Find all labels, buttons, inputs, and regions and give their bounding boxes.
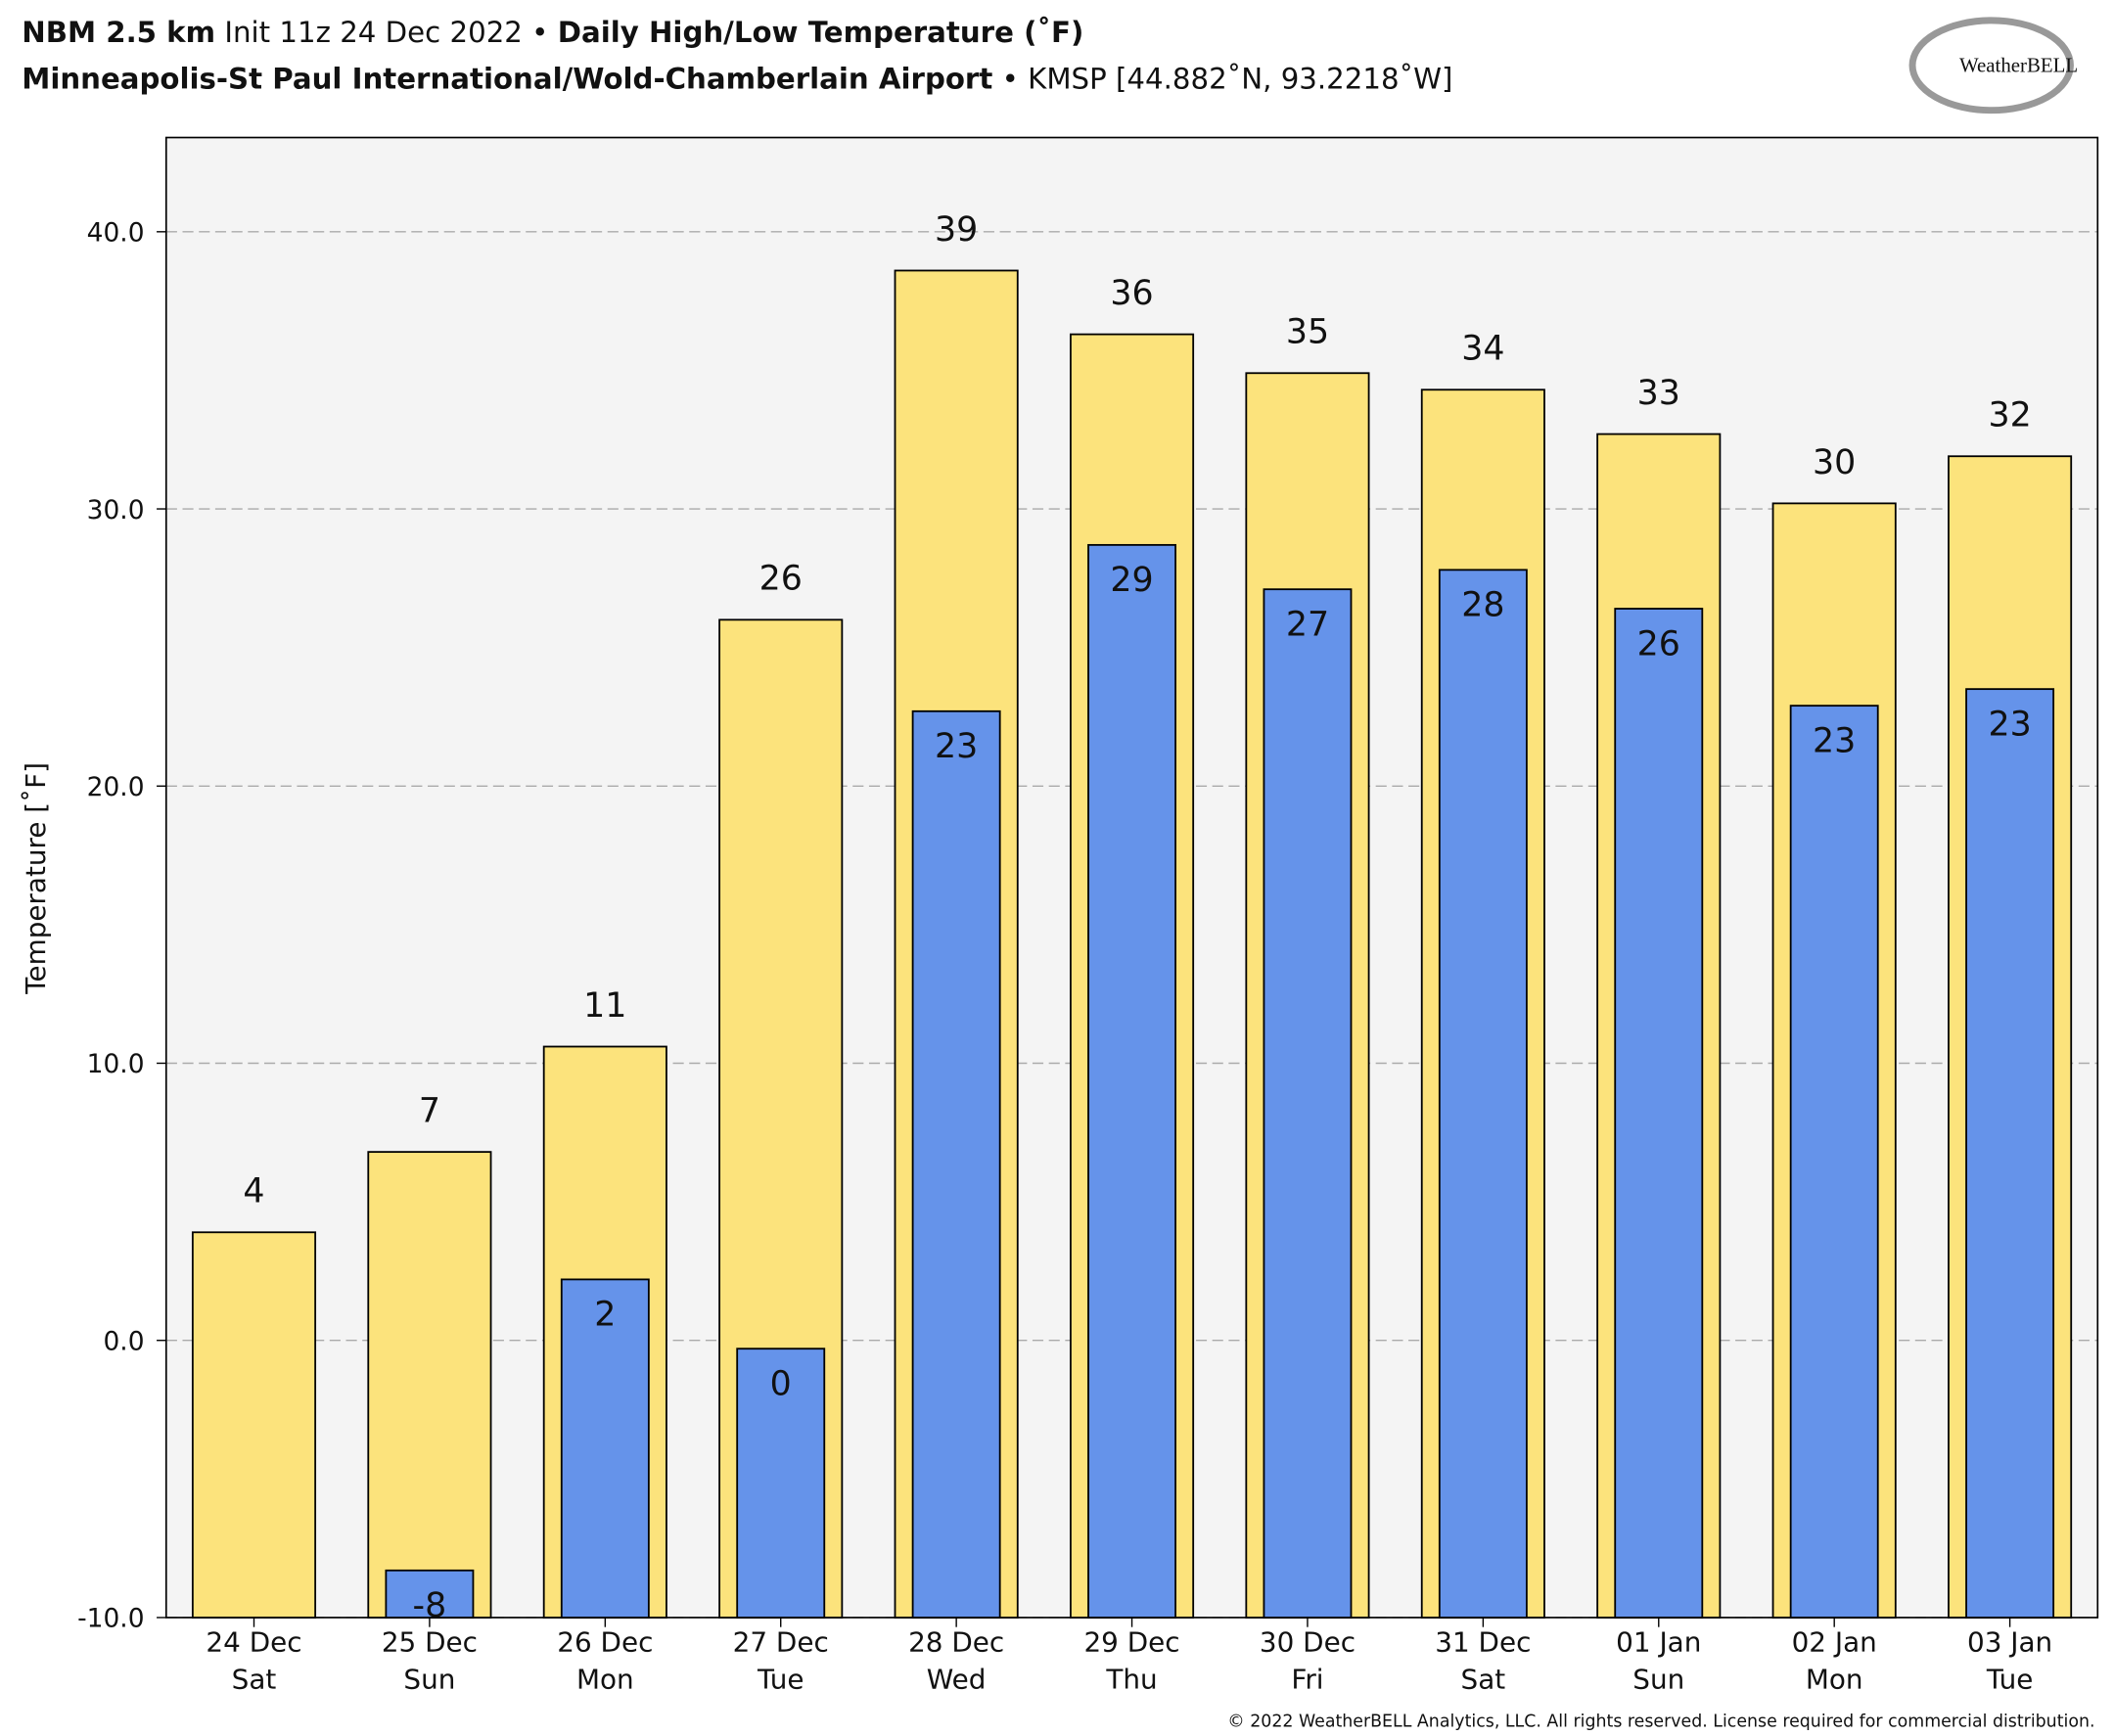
x-tick-label: 24 Dec bbox=[206, 1626, 301, 1659]
logo: WeatherBELL bbox=[1959, 54, 2078, 77]
value-label: 27 bbox=[1286, 605, 1329, 644]
x-tick-weekday: Wed bbox=[927, 1663, 987, 1695]
high-bar bbox=[367, 1151, 492, 1619]
x-tick-weekday: Mon bbox=[576, 1663, 634, 1695]
x-tick-weekday: Thu bbox=[1105, 1663, 1157, 1695]
value-label: 30 bbox=[1813, 443, 1856, 482]
logo-swirl bbox=[1908, 17, 2074, 114]
value-label: 23 bbox=[1988, 705, 2031, 744]
y-tick-label: -10.0 bbox=[77, 1604, 144, 1634]
value-label: 28 bbox=[1461, 586, 1504, 625]
x-tick-label: 02 Jan bbox=[1792, 1626, 1877, 1659]
title-line-1: NBM 2.5 km Init 11z 24 Dec 2022 • Daily … bbox=[22, 16, 1083, 49]
low-bar bbox=[1263, 588, 1353, 1619]
x-tick-label: 01 Jan bbox=[1616, 1626, 1701, 1659]
value-label: 29 bbox=[1110, 561, 1153, 600]
station: Minneapolis-St Paul International/Wold-C… bbox=[22, 62, 992, 95]
x-tick-label: 31 Dec bbox=[1435, 1626, 1531, 1659]
y-tick-label: 20.0 bbox=[87, 772, 145, 802]
x-tick-weekday: Mon bbox=[1806, 1663, 1863, 1695]
value-label: -8 bbox=[413, 1586, 447, 1625]
value-label: 39 bbox=[935, 210, 978, 250]
low-bar bbox=[1789, 705, 1879, 1619]
x-tick-weekday: Sun bbox=[403, 1663, 455, 1695]
low-bar bbox=[1438, 569, 1528, 1619]
model: NBM 2.5 km bbox=[22, 16, 215, 49]
value-label: 32 bbox=[1988, 396, 2031, 435]
value-label: 34 bbox=[1461, 330, 1504, 369]
copyright: © 2022 WeatherBELL Analytics, LLC. All r… bbox=[1227, 1712, 2094, 1731]
x-tick-label: 29 Dec bbox=[1083, 1626, 1179, 1659]
x-tick-label: 28 Dec bbox=[908, 1626, 1004, 1659]
x-tick-label: 27 Dec bbox=[733, 1626, 829, 1659]
y-tick-label: 30.0 bbox=[87, 495, 145, 525]
init: Init 11z 24 Dec 2022 bbox=[224, 16, 523, 49]
x-tick-weekday: Tue bbox=[757, 1663, 804, 1695]
separator: • bbox=[531, 16, 548, 49]
low-bar bbox=[911, 709, 1001, 1619]
value-label: 11 bbox=[583, 986, 626, 1026]
x-tick-weekday: Sat bbox=[1461, 1663, 1506, 1695]
x-tick-weekday: Tue bbox=[1986, 1663, 2034, 1695]
separator: • bbox=[1002, 62, 1019, 95]
x-tick-label: 30 Dec bbox=[1260, 1626, 1356, 1659]
x-tick-weekday: Fri bbox=[1291, 1663, 1323, 1695]
y-axis-label: Temperature [˚F] bbox=[20, 762, 52, 995]
value-label: 0 bbox=[770, 1365, 792, 1404]
x-tick-weekday: Sun bbox=[1632, 1663, 1684, 1695]
plot-frame bbox=[164, 136, 2099, 1619]
value-label: 36 bbox=[1110, 274, 1153, 313]
value-label: 2 bbox=[594, 1296, 616, 1335]
y-tick-label: 10.0 bbox=[87, 1049, 145, 1079]
low-bar bbox=[1087, 543, 1176, 1619]
value-label: 23 bbox=[1813, 721, 1856, 760]
high-bar bbox=[191, 1231, 317, 1619]
y-tick-label: 40.0 bbox=[87, 218, 145, 249]
x-tick-label: 03 Jan bbox=[1967, 1626, 2052, 1659]
x-tick-label: 26 Dec bbox=[557, 1626, 653, 1659]
value-label: 4 bbox=[243, 1172, 264, 1211]
y-tick-label: 0.0 bbox=[103, 1326, 144, 1356]
value-label: 33 bbox=[1637, 374, 1680, 413]
low-bar bbox=[1614, 608, 1704, 1619]
plot: -10.0 0.0 10.0 20.0 30.0 40.0 24 Dec Sat 25 Dec S… bbox=[77, 210, 2098, 1695]
title-line-2: Minneapolis-St Paul International/Wold-C… bbox=[22, 62, 1452, 95]
value-label: 26 bbox=[759, 560, 803, 599]
low-bar bbox=[560, 1278, 650, 1619]
value-label: 26 bbox=[1637, 624, 1680, 663]
x-tick-weekday: Sat bbox=[232, 1663, 277, 1695]
value-label: 35 bbox=[1286, 313, 1329, 352]
value-label: 7 bbox=[419, 1092, 440, 1131]
low-bar bbox=[1965, 688, 2055, 1619]
station-id: KMSP [44.882˚N, 93.2218˚W] bbox=[1028, 62, 1452, 95]
product: Daily High/Low Temperature (˚F) bbox=[558, 16, 1084, 49]
low-bar bbox=[385, 1569, 475, 1619]
value-label: 23 bbox=[935, 727, 978, 766]
x-tick-label: 25 Dec bbox=[382, 1626, 478, 1659]
